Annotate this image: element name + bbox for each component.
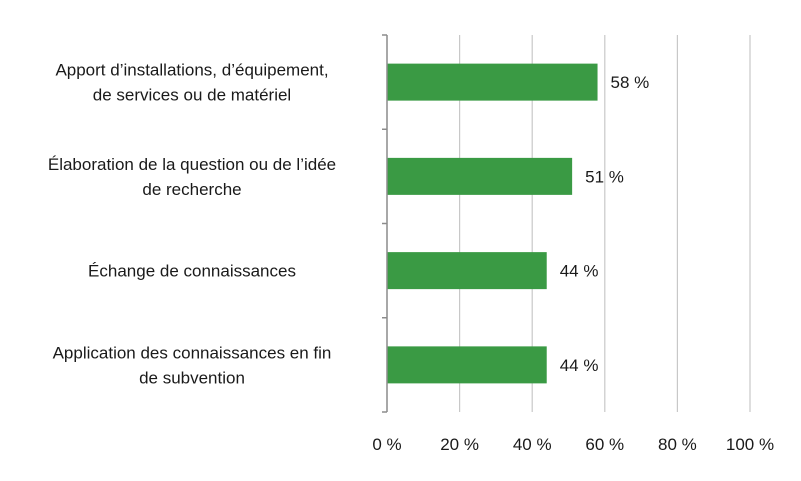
x-tick-label-20: 20 % bbox=[440, 435, 479, 454]
x-tick-label-40: 40 % bbox=[513, 435, 552, 454]
labels: 58 % Apport d’installations, d’équipement… bbox=[48, 61, 774, 454]
category-label-0: Apport d’installations, d’équipement, de … bbox=[55, 61, 328, 105]
x-tick-label-100: 100 % bbox=[726, 435, 774, 454]
category-label-1: Élaboration de la question ou de l’idée d… bbox=[48, 155, 336, 199]
bar-2 bbox=[387, 252, 547, 290]
bar-0 bbox=[387, 63, 598, 101]
x-tick-label-0: 0 % bbox=[372, 435, 401, 454]
data-label-1: 51 % bbox=[585, 167, 624, 186]
category-label-3: Application des connaissances en fin de s… bbox=[53, 343, 332, 387]
x-tick-label-60: 60 % bbox=[585, 435, 624, 454]
category-label-2: Échange de connaissances bbox=[88, 262, 296, 281]
data-label-3: 44 % bbox=[560, 356, 599, 375]
bar-1 bbox=[387, 157, 573, 195]
x-tick-label-80: 80 % bbox=[658, 435, 697, 454]
axes bbox=[382, 34, 388, 413]
bar-3 bbox=[387, 346, 547, 384]
data-label-0: 58 % bbox=[611, 73, 650, 92]
bars bbox=[387, 63, 598, 384]
data-label-2: 44 % bbox=[560, 262, 599, 281]
